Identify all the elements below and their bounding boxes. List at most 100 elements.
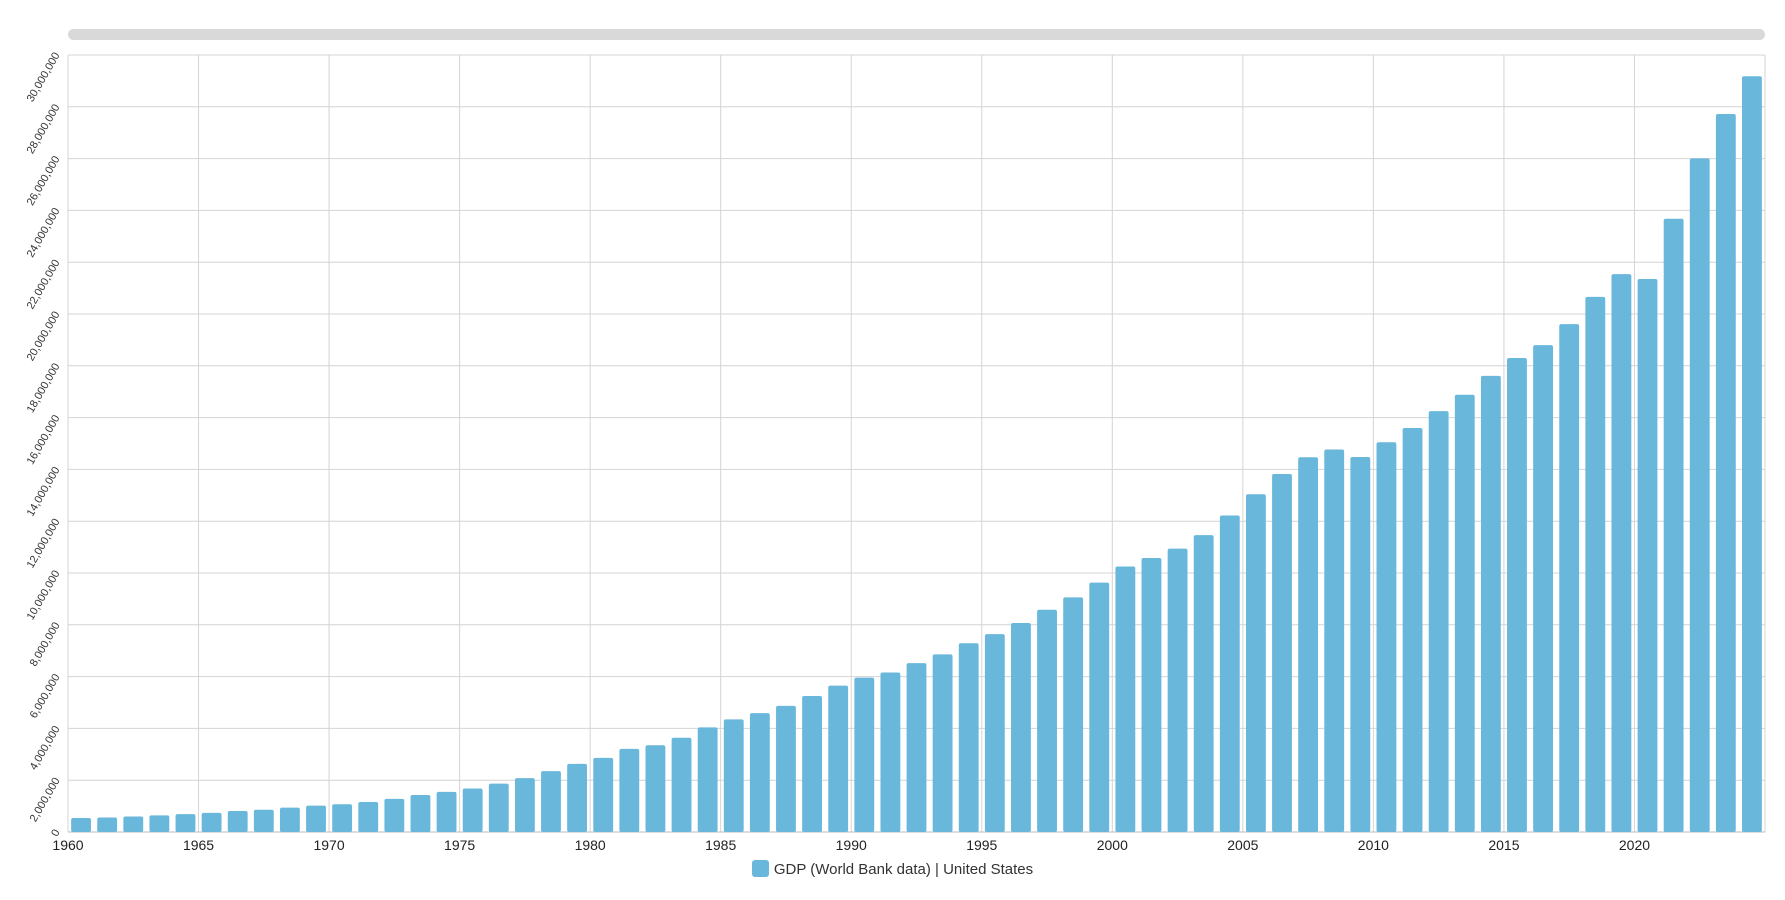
y-tick-label: 26,000,000 <box>25 154 63 208</box>
x-tick-label: 1970 <box>313 837 344 853</box>
bar-2010[interactable] <box>1376 442 1397 832</box>
bar-1986[interactable] <box>749 713 770 832</box>
bar-1992[interactable] <box>906 663 927 832</box>
y-tick-label: 10,000,000 <box>25 569 63 623</box>
bar-1982[interactable] <box>645 745 666 832</box>
bar-2022[interactable] <box>1689 158 1710 832</box>
range-scrollbar[interactable] <box>68 29 1765 40</box>
bar-2020[interactable] <box>1637 279 1658 832</box>
x-tick-label: 1995 <box>966 837 997 853</box>
bar-1998[interactable] <box>1063 597 1084 832</box>
bar-2004[interactable] <box>1219 515 1240 832</box>
bar-1991[interactable] <box>880 672 901 832</box>
bar-2014[interactable] <box>1480 375 1501 832</box>
bar-2002[interactable] <box>1167 548 1188 832</box>
y-tick-label: 6,000,000 <box>28 672 63 720</box>
bar-1978[interactable] <box>541 771 561 832</box>
bar-2008[interactable] <box>1324 449 1345 832</box>
bar-1966[interactable] <box>227 811 248 832</box>
bar-2006[interactable] <box>1272 474 1292 832</box>
y-axis: 0 2,000,000 4,000,000 6,000,000 8,000,00010,… <box>25 51 63 839</box>
bar-1994[interactable] <box>958 643 979 832</box>
bar-1985[interactable] <box>723 719 744 832</box>
x-tick-label: 1975 <box>444 837 475 853</box>
bar-2000[interactable] <box>1115 566 1136 832</box>
bar-series <box>71 76 1762 833</box>
bar-2005[interactable] <box>1245 494 1266 832</box>
y-tick-label: 28,000,000 <box>25 102 63 156</box>
legend-swatch <box>751 860 769 877</box>
x-tick-label: 2010 <box>1358 837 1389 853</box>
bar-2011[interactable] <box>1402 427 1423 832</box>
bar-1965[interactable] <box>201 812 222 832</box>
bar-1995[interactable] <box>984 634 1005 832</box>
x-tick-label: 1990 <box>836 837 867 853</box>
x-tick-label: 2020 <box>1619 837 1650 853</box>
bar-1983[interactable] <box>671 737 692 832</box>
bar-2007[interactable] <box>1298 457 1319 832</box>
y-tick-label: 14,000,000 <box>25 465 63 519</box>
bar-1974[interactable] <box>436 791 457 832</box>
bar-2021[interactable] <box>1663 218 1684 833</box>
bar-1971[interactable] <box>358 801 379 832</box>
y-tick-label: 22,000,000 <box>25 258 63 312</box>
bar-1968[interactable] <box>279 807 300 832</box>
y-tick-label: 16,000,000 <box>25 413 63 467</box>
bar-1979[interactable] <box>567 763 588 832</box>
bar-1996[interactable] <box>1011 622 1031 832</box>
x-tick-label: 1960 <box>52 837 83 853</box>
bar-1967[interactable] <box>253 809 274 832</box>
bar-1973[interactable] <box>410 794 431 832</box>
bar-1981[interactable] <box>619 748 640 832</box>
bar-1969[interactable] <box>306 805 326 832</box>
bar-2017[interactable] <box>1559 324 1580 832</box>
bar-1975[interactable] <box>462 788 483 832</box>
y-tick-label: 18,000,000 <box>25 361 63 415</box>
bar-2012[interactable] <box>1428 411 1449 832</box>
legend[interactable]: GDP (World Bank data) | United States <box>0 860 1785 878</box>
y-tick-label: 20,000,000 <box>25 310 63 364</box>
bar-1963[interactable] <box>149 815 170 832</box>
bar-2019[interactable] <box>1611 274 1632 832</box>
bar-1990[interactable] <box>854 677 875 832</box>
y-tick-label: 2,000,000 <box>28 776 63 824</box>
bar-1988[interactable] <box>802 696 822 832</box>
bar-1987[interactable] <box>776 705 796 832</box>
bar-2013[interactable] <box>1454 394 1475 832</box>
bar-2023[interactable] <box>1715 114 1736 832</box>
x-tick-label: 2015 <box>1488 837 1519 853</box>
bar-1976[interactable] <box>488 783 509 832</box>
x-tick-label: 1980 <box>575 837 606 853</box>
x-axis: 1960 1965 1970 1975 1980 1985 1990 1995 2000 2005… <box>52 837 1650 853</box>
bar-2001[interactable] <box>1141 557 1162 832</box>
bar-1989[interactable] <box>828 685 849 832</box>
y-tick-label: 24,000,000 <box>25 206 63 260</box>
bar-1961[interactable] <box>97 817 118 832</box>
y-tick-label: 8,000,000 <box>28 620 63 668</box>
bar-2024[interactable] <box>1742 76 1762 833</box>
x-tick-label: 1965 <box>183 837 214 853</box>
bar-2016[interactable] <box>1533 345 1554 832</box>
bar-1970[interactable] <box>332 804 353 832</box>
bar-1964[interactable] <box>175 814 196 832</box>
bar-2009[interactable] <box>1350 456 1371 832</box>
bar-1960[interactable] <box>71 818 91 832</box>
bar-2018[interactable] <box>1585 296 1606 832</box>
y-tick-label: 12,000,000 <box>25 517 63 571</box>
y-tick-label: 30,000,000 <box>25 51 63 105</box>
bar-1997[interactable] <box>1037 609 1057 832</box>
bar-1993[interactable] <box>932 654 953 832</box>
y-tick-label: 4,000,000 <box>28 724 63 772</box>
bar-1977[interactable] <box>514 778 535 832</box>
legend-label: GDP (World Bank data) | United States <box>773 861 1034 878</box>
bar-1980[interactable] <box>593 757 614 832</box>
y-tick-label: 0 <box>49 828 62 839</box>
bar-1962[interactable] <box>123 816 144 832</box>
bar-2003[interactable] <box>1193 535 1214 832</box>
x-tick-label: 2005 <box>1227 837 1258 853</box>
bar-1984[interactable] <box>697 727 718 832</box>
bar-2015[interactable] <box>1507 358 1527 832</box>
bar-1972[interactable] <box>384 798 405 832</box>
bar-1999[interactable] <box>1089 582 1110 832</box>
